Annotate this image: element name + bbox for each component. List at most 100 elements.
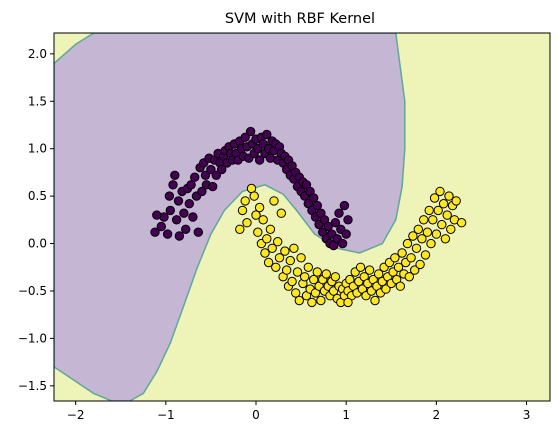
class-1-point (429, 193, 440, 203)
y-axis: −1.5 −1.0 −0.5 0.0 0.5 1.0 1.5 2.0 (18, 47, 54, 393)
class-1-point (242, 218, 252, 228)
class-0-point (190, 172, 200, 182)
class-1-point (300, 272, 310, 282)
class-1-point (294, 295, 304, 306)
class-0-point (181, 224, 191, 235)
class-1-point (451, 196, 461, 206)
class-0-point (262, 129, 272, 140)
class-1-point (411, 243, 422, 254)
class-1-point (397, 248, 407, 258)
class-1-point (393, 262, 404, 272)
x-tick-label: 0 (252, 408, 260, 422)
class-0-point (188, 212, 198, 222)
class-0-point (330, 218, 341, 228)
class-0-point (208, 181, 218, 192)
class-1-point (260, 248, 270, 258)
class-1-point (282, 265, 292, 275)
class-0-point (323, 221, 333, 232)
class-1-point (292, 267, 303, 277)
class-0-point (193, 227, 204, 237)
class-1-point (442, 210, 452, 220)
x-tick-label: 2 (433, 408, 441, 422)
class-0-point (339, 200, 350, 211)
class-0-point (165, 205, 176, 216)
class-1-point (406, 253, 416, 263)
scatter-points (150, 126, 467, 308)
class-1-point (316, 295, 326, 306)
class-1-point (309, 274, 319, 285)
plot-frame (53, 32, 551, 402)
class-0-point (197, 186, 207, 197)
y-tick-label: 0.0 (28, 237, 47, 251)
class-0-point (334, 208, 344, 218)
chart-title: SVM with RBF Kernel (225, 11, 375, 27)
class-1-point (431, 229, 442, 239)
class-1-point (355, 262, 366, 272)
class-1-point (263, 257, 274, 268)
class-0-point (156, 221, 167, 232)
x-axis: −2 −1 0 1 2 3 (67, 401, 531, 422)
y-tick-label: −1.5 (18, 379, 47, 393)
class-1-point (265, 224, 276, 235)
class-1-point (240, 196, 250, 206)
class-1-point (312, 267, 322, 277)
class-0-point (309, 193, 319, 203)
y-tick-label: 1.0 (28, 142, 47, 156)
class-1-point (253, 227, 263, 237)
class-1-point (402, 238, 413, 249)
class-0-point (312, 200, 322, 211)
class-1-point (235, 224, 245, 235)
y-tick-label: −1.0 (18, 331, 47, 345)
x-tick-label: 1 (342, 408, 350, 422)
class-1-point (267, 243, 277, 254)
class-1-point (307, 297, 317, 308)
x-tick-label: −2 (67, 408, 85, 422)
class-0-point (171, 215, 182, 225)
class-1-point (390, 253, 400, 263)
y-tick-label: 2.0 (28, 47, 47, 61)
class-1-point (370, 295, 380, 306)
class-1-point (289, 243, 299, 254)
class-0-point (164, 191, 175, 201)
class-1-point (422, 227, 433, 237)
class-0-point (337, 238, 348, 249)
class-1-point (343, 297, 353, 308)
class-1-point (287, 276, 297, 287)
class-0-point (254, 155, 265, 165)
class-1-point (280, 246, 290, 256)
class-0-point (341, 229, 351, 239)
class-0-point (240, 132, 250, 143)
class-1-point (413, 224, 423, 235)
class-1-point (251, 210, 261, 220)
class-1-point (424, 205, 434, 216)
x-tick-label: −1 (157, 408, 175, 422)
class-1-point (285, 255, 295, 266)
class-0-point (211, 170, 222, 181)
y-tick-label: −0.5 (18, 284, 47, 298)
class-1-point (269, 196, 279, 206)
class-0-point (150, 227, 160, 237)
plot-area (54, 33, 550, 401)
class-1-point (404, 272, 414, 282)
class-0-point (184, 199, 195, 209)
class-1-point (273, 237, 283, 247)
class-1-point (417, 234, 427, 244)
class-1-point (303, 262, 313, 272)
y-tick-label: 0.5 (28, 189, 47, 203)
class-0-point (245, 126, 256, 137)
class-1-point (381, 284, 391, 294)
class-1-point (262, 234, 272, 244)
class-1-point (276, 208, 286, 218)
class-1-point (274, 253, 285, 263)
class-0-point (200, 170, 211, 181)
class-1-point (291, 288, 301, 298)
class-1-point (420, 250, 431, 260)
class-1-point (395, 281, 405, 291)
class-1-point (296, 253, 306, 263)
x-tick-label: 3 (523, 408, 531, 422)
class-1-point (254, 202, 265, 213)
class-0-point (170, 170, 180, 181)
class-1-point (321, 269, 331, 279)
class-1-point (456, 218, 467, 228)
class-0-point (173, 196, 184, 206)
